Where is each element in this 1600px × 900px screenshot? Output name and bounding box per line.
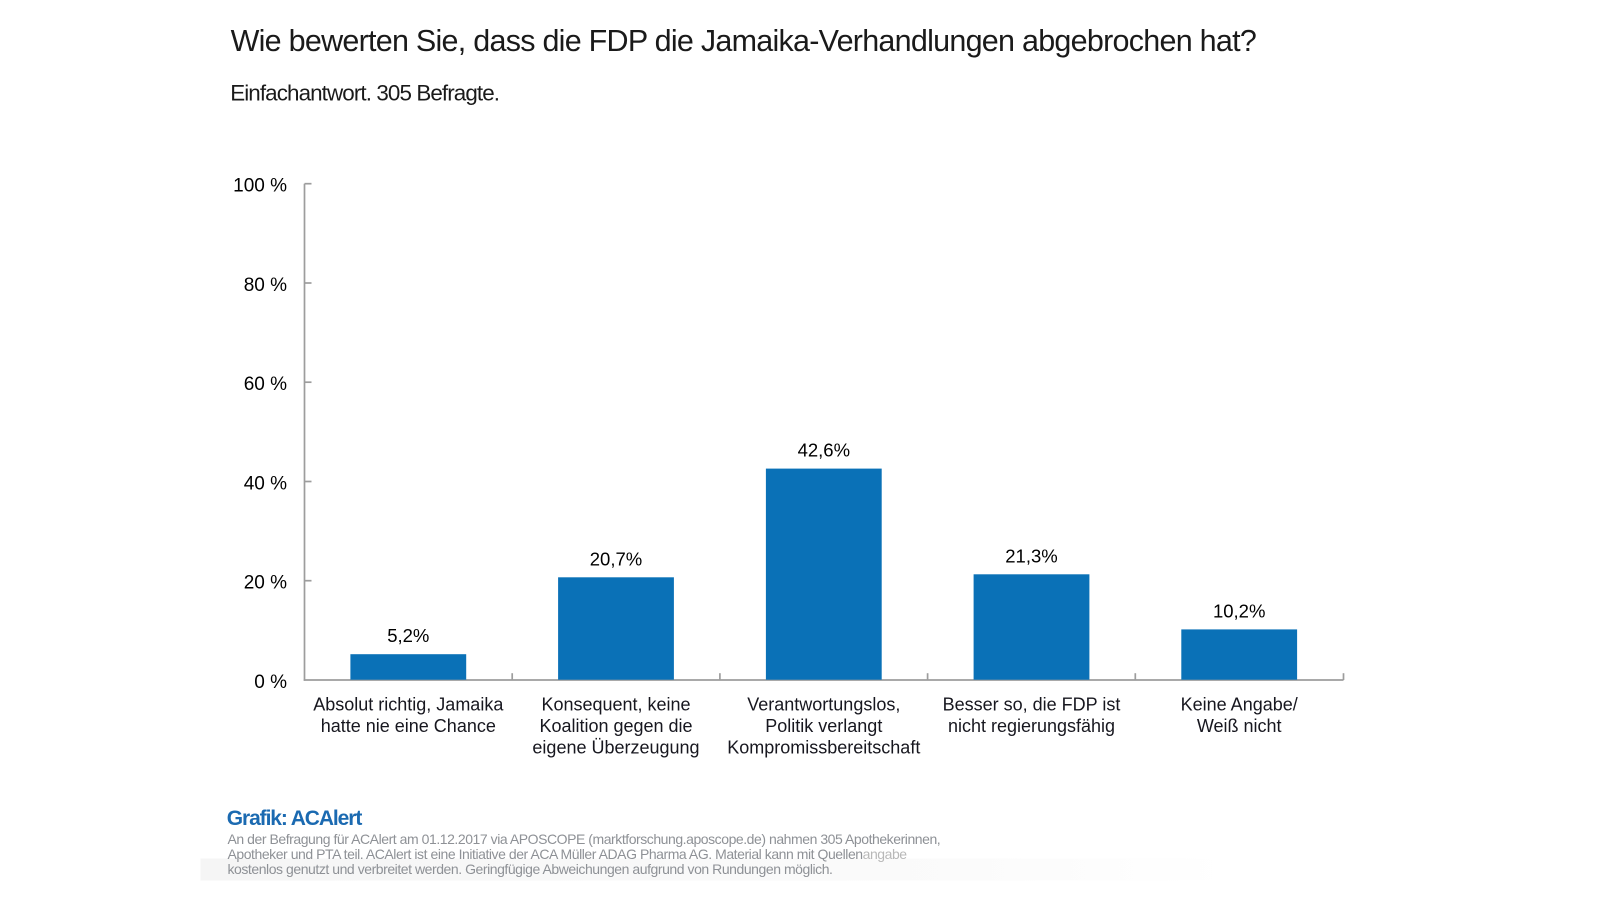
svg-text:20,7%: 20,7% (590, 548, 642, 569)
svg-text:Kompromissbereitschaft: Kompromissbereitschaft (727, 737, 920, 757)
svg-text:60 %: 60 % (244, 374, 287, 395)
svg-text:100 %: 100 % (233, 176, 287, 197)
svg-text:nicht regierungsfähig: nicht regierungsfähig (948, 716, 1115, 736)
svg-text:Konsequent, keine: Konsequent, keine (541, 694, 690, 714)
svg-text:Politik verlangt: Politik verlangt (765, 716, 882, 736)
svg-text:Koalition gegen die: Koalition gegen die (539, 716, 692, 736)
svg-text:Besser so, die FDP ist: Besser so, die FDP ist (943, 694, 1121, 714)
svg-text:Weiß nicht: Weiß nicht (1197, 716, 1282, 736)
svg-text:80 %: 80 % (244, 275, 287, 296)
svg-text:An der Befragung für ACAlert a: An der Befragung für ACAlert am 01.12.20… (228, 831, 941, 847)
svg-text:hatte nie eine Chance: hatte nie eine Chance (321, 716, 496, 736)
svg-text:42,6%: 42,6% (798, 440, 850, 461)
svg-text:Keine Angabe/: Keine Angabe/ (1181, 694, 1298, 714)
svg-text:5,2%: 5,2% (387, 625, 429, 646)
svg-text:eigene Überzeugung: eigene Überzeugung (532, 737, 699, 757)
svg-text:Apotheker und PTA teil. ACAler: Apotheker und PTA teil. ACAlert ist eine… (228, 846, 908, 862)
svg-text:Wie bewerten Sie, dass die FDP: Wie bewerten Sie, dass die FDP die Jamai… (231, 24, 1256, 58)
svg-text:40 %: 40 % (244, 473, 287, 494)
svg-text:0 %: 0 % (254, 672, 287, 693)
svg-text:21,3%: 21,3% (1005, 545, 1057, 566)
svg-text:10,2%: 10,2% (1213, 601, 1265, 622)
svg-text:Absolut richtig, Jamaika: Absolut richtig, Jamaika (313, 694, 504, 714)
svg-text:Verantwortungslos,: Verantwortungslos, (747, 694, 900, 714)
svg-text:kostenlos genutzt und verbreit: kostenlos genutzt und verbreitet werden.… (228, 861, 833, 877)
svg-text:Einfachantwort. 305 Befragte.: Einfachantwort. 305 Befragte. (230, 80, 499, 105)
svg-text:Grafik: ACAlert: Grafik: ACAlert (227, 807, 363, 830)
svg-text:20 %: 20 % (244, 573, 287, 594)
